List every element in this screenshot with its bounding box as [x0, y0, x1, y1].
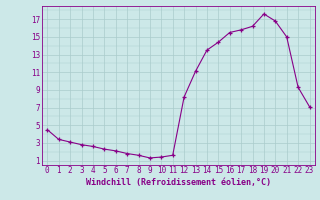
X-axis label: Windchill (Refroidissement éolien,°C): Windchill (Refroidissement éolien,°C) [86, 178, 271, 187]
